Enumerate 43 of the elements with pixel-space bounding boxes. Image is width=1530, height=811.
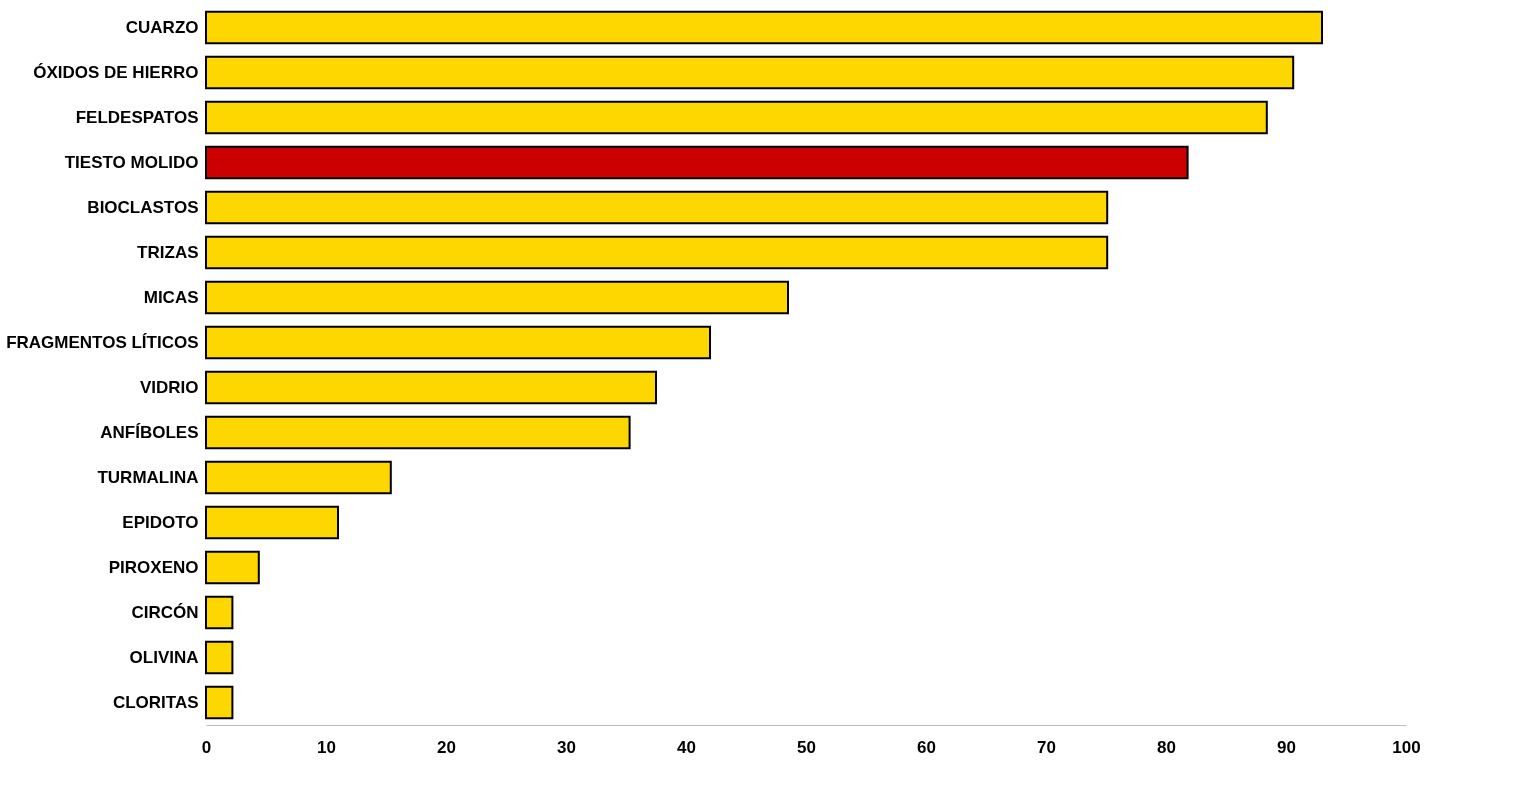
x-tick-label: 80 bbox=[1157, 737, 1176, 757]
x-tick-label: 100 bbox=[1392, 737, 1421, 757]
x-tick-label: 90 bbox=[1277, 737, 1296, 757]
y-tick-label: FRAGMENTOS LÍTICOS bbox=[6, 332, 199, 352]
y-tick-label: MICAS bbox=[143, 287, 199, 307]
y-tick-label: ANFÍBOLES bbox=[100, 422, 199, 442]
y-tick-label: TRIZAS bbox=[137, 242, 199, 262]
y-tick-label: TURMALINA bbox=[97, 467, 199, 487]
bar bbox=[205, 550, 260, 585]
x-tick-label: 30 bbox=[557, 737, 576, 757]
bar bbox=[205, 325, 711, 360]
bar bbox=[205, 460, 392, 495]
x-tick-label: 60 bbox=[917, 737, 936, 757]
y-tick-label: TIESTO MOLIDO bbox=[64, 152, 199, 172]
bar bbox=[205, 280, 789, 315]
y-tick-label: EPIDOTO bbox=[122, 512, 199, 532]
y-tick-label: CUARZO bbox=[125, 17, 199, 37]
bar bbox=[205, 145, 1189, 180]
x-tick-label: 40 bbox=[677, 737, 696, 757]
bar bbox=[205, 595, 234, 630]
y-tick-label: BIOCLASTOS bbox=[87, 197, 199, 217]
x-tick-label: 0 bbox=[201, 737, 212, 757]
x-tick-label: 20 bbox=[437, 737, 456, 757]
x-tick-label: 10 bbox=[317, 737, 336, 757]
y-tick-label: CLORITAS bbox=[112, 692, 199, 712]
bar bbox=[205, 100, 1268, 135]
y-tick-label: PIROXENO bbox=[108, 557, 199, 577]
bar bbox=[205, 235, 1109, 270]
bar bbox=[205, 415, 631, 450]
x-tick-label: 70 bbox=[1037, 737, 1056, 757]
y-tick-label: FELDESPATOS bbox=[75, 107, 199, 127]
y-tick-label: OLIVINA bbox=[129, 647, 199, 667]
x-tick-label: 50 bbox=[797, 737, 816, 757]
bar bbox=[205, 370, 657, 405]
bar bbox=[205, 10, 1323, 45]
y-tick-label: VIDRIO bbox=[139, 377, 199, 397]
bar bbox=[205, 640, 234, 675]
bar bbox=[205, 505, 339, 540]
bar bbox=[205, 55, 1295, 90]
y-tick-label: ÓXIDOS DE HIERRO bbox=[33, 62, 199, 82]
y-tick-label: CIRCÓN bbox=[131, 602, 199, 622]
bar bbox=[205, 190, 1109, 225]
bar bbox=[205, 685, 234, 720]
